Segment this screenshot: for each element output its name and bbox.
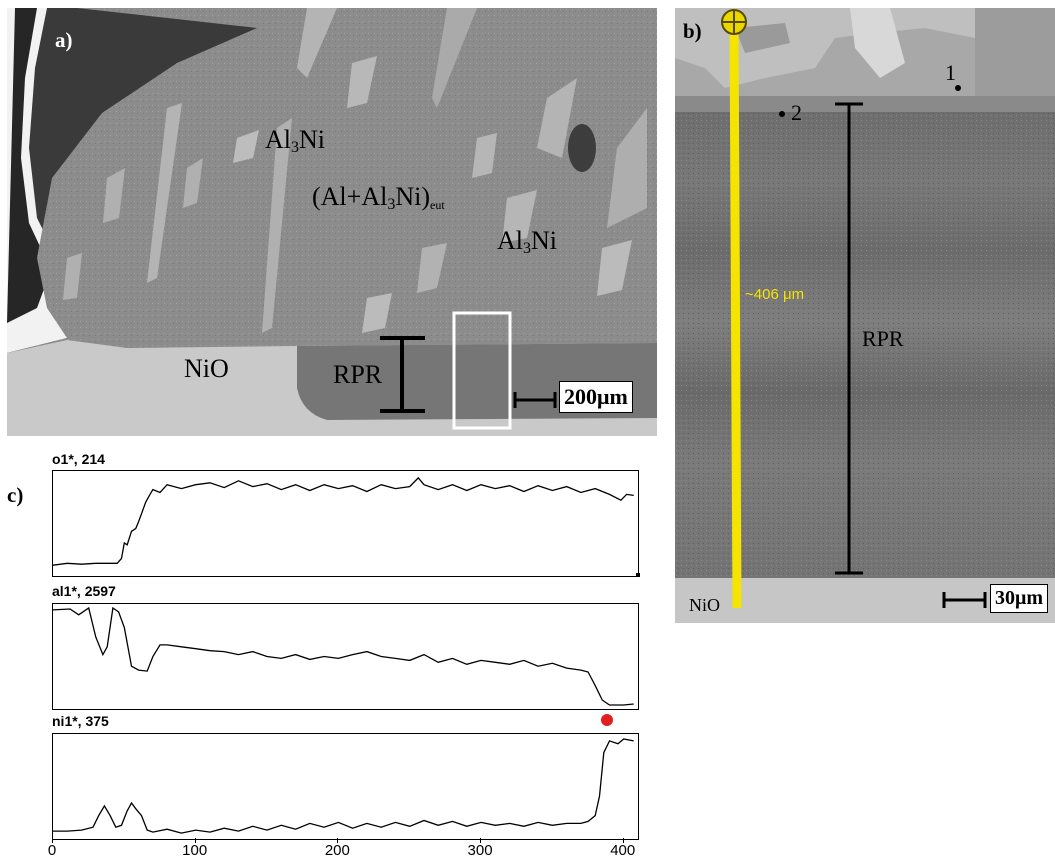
profile-title-aluminium: al1*, 2597 [52, 583, 116, 599]
line-chart-nickel [53, 738, 634, 834]
panel-label-a: a) [55, 28, 73, 52]
sem-micrograph-a [7, 8, 657, 436]
line-scan-path [729, 19, 742, 609]
rpr-bracket-b [835, 102, 863, 575]
line-scan-start-icon [721, 9, 747, 35]
phase-label-nio-a: NiO [184, 354, 229, 383]
rpr-label-b: RPR [862, 326, 904, 351]
x-tick-mark [480, 838, 482, 843]
x-tick-mark [622, 838, 624, 843]
rpr-bracket-a [380, 336, 425, 413]
panel-label-b: b) [683, 19, 702, 43]
x-tick-label: 200 [324, 842, 350, 859]
profile-plot-oxygen [52, 470, 639, 577]
scale-bar-a [513, 392, 557, 408]
x-tick-mark [52, 838, 53, 843]
profile-plot-aluminium [52, 603, 639, 710]
x-tick-mark [194, 838, 196, 843]
analysis-point-2-marker [779, 111, 785, 117]
x-tick-label: 400 [610, 842, 636, 859]
profile-plot-nickel [52, 733, 639, 840]
nickel-profile-line [53, 738, 634, 834]
x-axis-ticks: 0 100 200 300 400 [0, 838, 1055, 861]
scale-label-b: 30μm [990, 584, 1048, 613]
aluminium-profile-line [52, 606, 634, 706]
x-tick-label: 0 [47, 842, 57, 859]
analysis-point-1-marker [955, 85, 961, 91]
sem-image-panel-a: a) Al3Ni (Al+Al3Ni)eut Al3Ni NiO RPR 200… [7, 8, 657, 436]
scale-bar-b [942, 592, 987, 608]
phase-label-nio-b: NiO [689, 595, 720, 615]
oxygen-profile-line [52, 476, 634, 566]
phase-label-al3ni-2: Al3Ni [497, 226, 557, 257]
analysis-point-2-label: 2 [791, 100, 802, 125]
profile-title-nickel: ni1*, 375 [52, 713, 109, 729]
x-tick-mark [337, 838, 339, 843]
rpr-label-a: RPR [333, 360, 383, 389]
profile-title-oxygen: o1*, 214 [52, 451, 105, 467]
plot-end-marker [636, 573, 640, 577]
analysis-point-1-label: 1 [945, 60, 956, 85]
x-tick-label: 100 [182, 842, 208, 859]
phase-label-al3ni-1: Al3Ni [265, 125, 325, 156]
line-chart-oxygen [52, 476, 634, 566]
phase-label-eutectic: (Al+Al3Ni)eut [312, 182, 445, 213]
line-scan-length-label: ~406 μm [745, 286, 805, 303]
line-chart-aluminium [52, 606, 634, 706]
scale-label-a: 200μm [559, 381, 633, 413]
panel-label-c: c) [7, 483, 24, 507]
x-tick-label: 300 [467, 842, 493, 859]
cursor-marker-dot [601, 714, 613, 726]
sem-image-panel-b: b) 1 2 ~406 μm RPR NiO 30μm [675, 8, 1055, 623]
analysis-region-frame [452, 311, 512, 430]
sem-micrograph-b [675, 8, 1055, 623]
